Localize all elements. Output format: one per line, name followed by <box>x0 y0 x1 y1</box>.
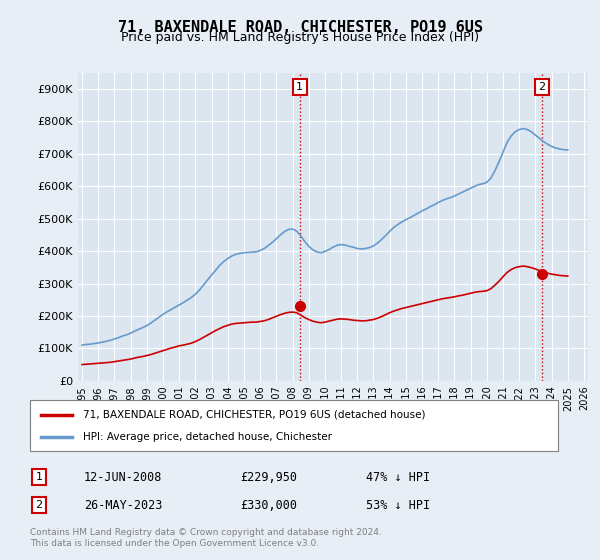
Text: 26-MAY-2023: 26-MAY-2023 <box>84 498 163 512</box>
Text: 2: 2 <box>538 82 545 92</box>
FancyBboxPatch shape <box>30 400 558 451</box>
Text: 1: 1 <box>35 472 43 482</box>
Text: 12-JUN-2008: 12-JUN-2008 <box>84 470 163 484</box>
Text: £330,000: £330,000 <box>240 498 297 512</box>
Text: Contains HM Land Registry data © Crown copyright and database right 2024.
This d: Contains HM Land Registry data © Crown c… <box>30 528 382 548</box>
Text: 1: 1 <box>296 82 304 92</box>
Text: HPI: Average price, detached house, Chichester: HPI: Average price, detached house, Chic… <box>83 432 332 442</box>
Text: Price paid vs. HM Land Registry's House Price Index (HPI): Price paid vs. HM Land Registry's House … <box>121 31 479 44</box>
Text: 2: 2 <box>35 500 43 510</box>
Text: 47% ↓ HPI: 47% ↓ HPI <box>366 470 430 484</box>
Text: 71, BAXENDALE ROAD, CHICHESTER, PO19 6US: 71, BAXENDALE ROAD, CHICHESTER, PO19 6US <box>118 20 482 35</box>
Text: 71, BAXENDALE ROAD, CHICHESTER, PO19 6US (detached house): 71, BAXENDALE ROAD, CHICHESTER, PO19 6US… <box>83 409 425 419</box>
Text: 53% ↓ HPI: 53% ↓ HPI <box>366 498 430 512</box>
Text: £229,950: £229,950 <box>240 470 297 484</box>
